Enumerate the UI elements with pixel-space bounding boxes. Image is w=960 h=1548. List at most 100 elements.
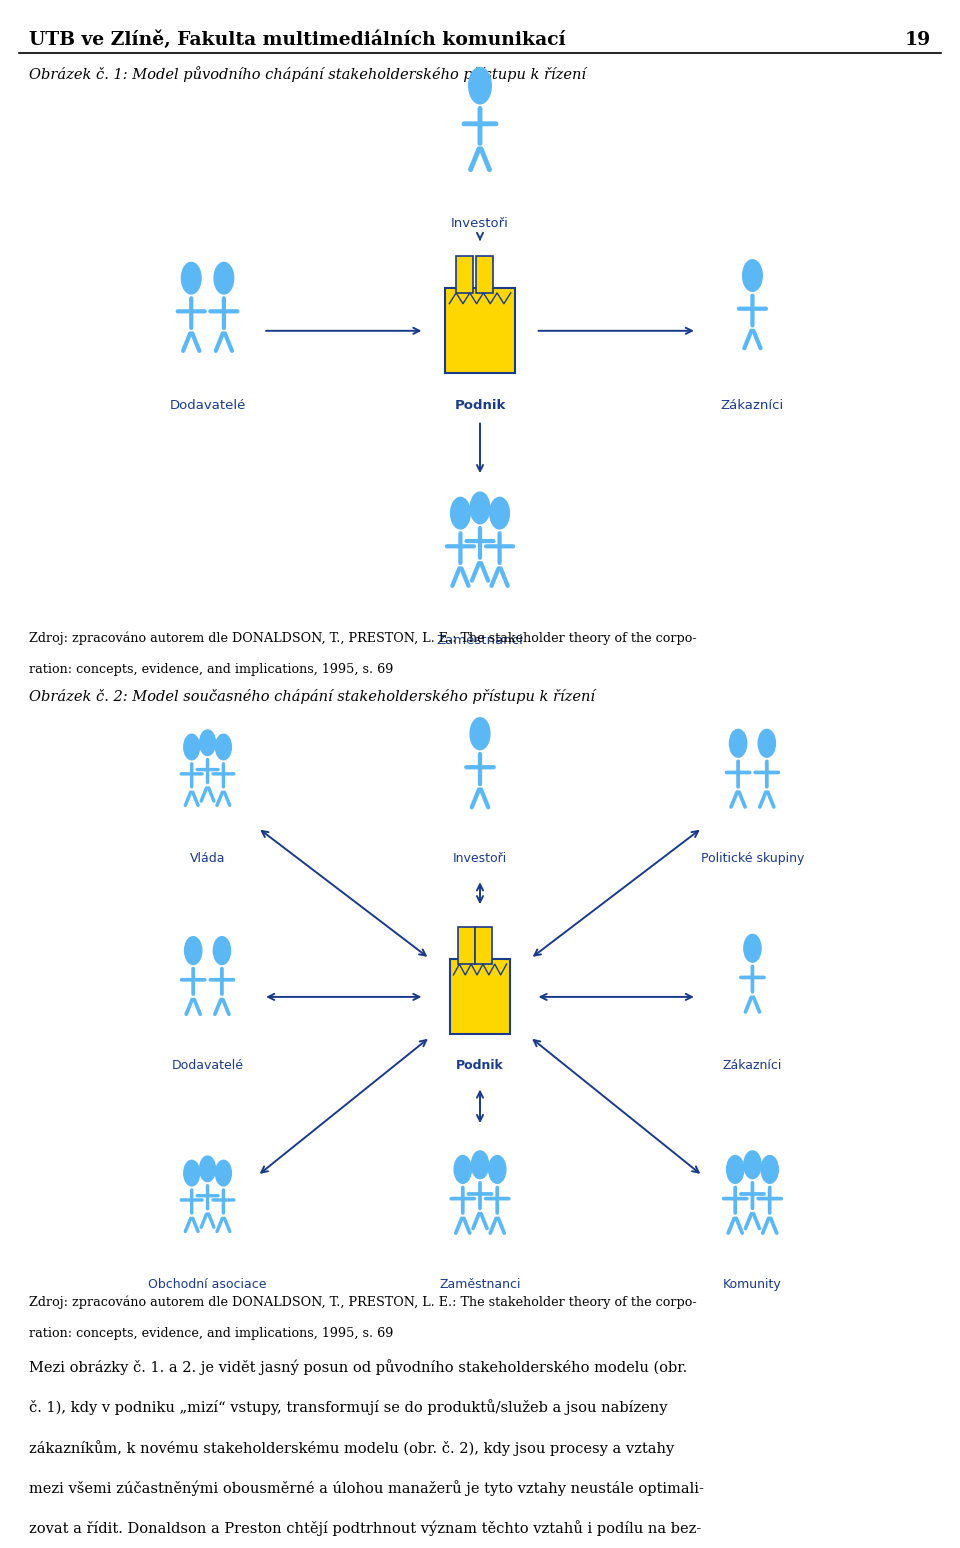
FancyArrowPatch shape bbox=[223, 1000, 228, 1014]
Text: Zákazníci: Zákazníci bbox=[721, 399, 784, 412]
FancyArrowPatch shape bbox=[746, 997, 752, 1012]
FancyArrowPatch shape bbox=[262, 831, 425, 955]
FancyBboxPatch shape bbox=[449, 960, 511, 1034]
FancyArrowPatch shape bbox=[462, 568, 468, 585]
FancyArrowPatch shape bbox=[498, 1218, 504, 1234]
Circle shape bbox=[730, 729, 747, 757]
FancyArrowPatch shape bbox=[744, 331, 752, 348]
FancyBboxPatch shape bbox=[458, 927, 475, 964]
Text: Podnik: Podnik bbox=[456, 1059, 504, 1071]
Circle shape bbox=[183, 734, 200, 760]
Circle shape bbox=[200, 1156, 215, 1181]
Text: Politické skupiny: Politické skupiny bbox=[701, 851, 804, 864]
Circle shape bbox=[181, 262, 201, 294]
Circle shape bbox=[471, 1150, 489, 1178]
FancyArrowPatch shape bbox=[477, 232, 483, 240]
FancyArrowPatch shape bbox=[464, 1218, 469, 1234]
Text: Podnik: Podnik bbox=[454, 399, 506, 412]
FancyArrowPatch shape bbox=[185, 1218, 191, 1232]
Text: Investoři: Investoři bbox=[451, 217, 509, 231]
FancyArrowPatch shape bbox=[746, 1214, 752, 1229]
FancyArrowPatch shape bbox=[225, 333, 232, 351]
Circle shape bbox=[450, 497, 470, 529]
FancyArrowPatch shape bbox=[194, 1000, 201, 1014]
Circle shape bbox=[215, 734, 231, 760]
Text: Vláda: Vláda bbox=[190, 851, 226, 864]
FancyArrowPatch shape bbox=[471, 789, 479, 807]
FancyArrowPatch shape bbox=[208, 788, 214, 802]
FancyArrowPatch shape bbox=[492, 568, 498, 585]
FancyArrowPatch shape bbox=[754, 331, 760, 348]
FancyArrowPatch shape bbox=[470, 149, 479, 170]
FancyArrowPatch shape bbox=[481, 563, 488, 580]
Text: Zdroj: zpracováno autorem dle DONALDSON, T., PRESTON, L. E.: The stakeholder the: Zdroj: zpracováno autorem dle DONALDSON,… bbox=[29, 632, 696, 646]
Text: Zaměstnanci: Zaměstnanci bbox=[440, 1277, 520, 1291]
FancyArrowPatch shape bbox=[217, 1218, 223, 1232]
Text: Zdroj: zpracováno autorem dle DONALDSON, T., PRESTON, L. E.: The stakeholder the: Zdroj: zpracováno autorem dle DONALDSON,… bbox=[29, 1296, 696, 1310]
FancyArrowPatch shape bbox=[477, 423, 483, 471]
FancyArrowPatch shape bbox=[185, 793, 191, 805]
Circle shape bbox=[489, 1155, 506, 1183]
FancyArrowPatch shape bbox=[477, 1091, 483, 1121]
Circle shape bbox=[761, 1155, 779, 1183]
FancyBboxPatch shape bbox=[475, 255, 492, 293]
Text: zovat a řídit. Donaldson a Preston chtějí podtrhnout význam těchto vztahů i podí: zovat a řídit. Donaldson a Preston chtěj… bbox=[29, 1520, 701, 1536]
Text: mezi všemi zúčastněnými obousměrné a úlohou manažerů je tyto vztahy neustále opt: mezi všemi zúčastněnými obousměrné a úlo… bbox=[29, 1480, 704, 1495]
FancyArrowPatch shape bbox=[481, 1214, 487, 1229]
FancyBboxPatch shape bbox=[445, 288, 515, 373]
FancyArrowPatch shape bbox=[539, 328, 692, 334]
Text: Zákazníci: Zákazníci bbox=[723, 1059, 782, 1071]
Circle shape bbox=[470, 718, 490, 749]
FancyArrowPatch shape bbox=[208, 1214, 214, 1228]
Circle shape bbox=[215, 1161, 231, 1186]
Text: ration: concepts, evidence, and implications, 1995, s. 69: ration: concepts, evidence, and implicat… bbox=[29, 663, 394, 675]
FancyArrowPatch shape bbox=[481, 149, 490, 170]
Text: 19: 19 bbox=[905, 31, 931, 50]
FancyBboxPatch shape bbox=[456, 255, 473, 293]
Text: ration: concepts, evidence, and implications, 1995, s. 69: ration: concepts, evidence, and implicat… bbox=[29, 1327, 394, 1339]
Text: Investoři: Investoři bbox=[453, 851, 507, 864]
FancyArrowPatch shape bbox=[268, 994, 420, 1000]
Text: Dodavatelé: Dodavatelé bbox=[169, 399, 246, 412]
Circle shape bbox=[490, 497, 510, 529]
Text: Dodavatelé: Dodavatelé bbox=[172, 1059, 244, 1071]
FancyArrowPatch shape bbox=[472, 563, 479, 580]
Text: č. 1), kdy v podniku „mizí“ vstupy, transformují se do produktů/služeb a jsou na: č. 1), kdy v podniku „mizí“ vstupy, tran… bbox=[29, 1399, 667, 1415]
Text: Obrázek č. 1: Model původního chápání stakeholderského přístupu k řízení: Obrázek č. 1: Model původního chápání st… bbox=[29, 67, 586, 82]
FancyArrowPatch shape bbox=[732, 793, 737, 807]
FancyArrowPatch shape bbox=[762, 1218, 769, 1234]
Circle shape bbox=[468, 68, 492, 104]
FancyArrowPatch shape bbox=[215, 1000, 221, 1014]
FancyArrowPatch shape bbox=[768, 793, 774, 807]
FancyArrowPatch shape bbox=[739, 793, 745, 807]
FancyArrowPatch shape bbox=[266, 328, 420, 334]
FancyArrowPatch shape bbox=[217, 793, 223, 805]
Text: Komunity: Komunity bbox=[723, 1277, 781, 1291]
Circle shape bbox=[727, 1155, 744, 1183]
Circle shape bbox=[200, 731, 215, 755]
FancyArrowPatch shape bbox=[754, 997, 759, 1012]
Circle shape bbox=[743, 260, 762, 291]
Circle shape bbox=[184, 937, 202, 964]
FancyArrowPatch shape bbox=[456, 1218, 462, 1234]
Circle shape bbox=[744, 935, 761, 963]
FancyArrowPatch shape bbox=[192, 333, 200, 351]
FancyArrowPatch shape bbox=[477, 884, 483, 902]
Circle shape bbox=[454, 1155, 471, 1183]
Text: Obrázek č. 2: Model současného chápání stakeholderského přístupu k řízení: Obrázek č. 2: Model současného chápání s… bbox=[29, 689, 595, 704]
FancyArrowPatch shape bbox=[186, 1000, 192, 1014]
FancyArrowPatch shape bbox=[452, 568, 460, 585]
Circle shape bbox=[758, 729, 776, 757]
FancyArrowPatch shape bbox=[540, 994, 692, 1000]
FancyArrowPatch shape bbox=[193, 793, 198, 805]
Text: UTB ve Zlíně, Fakulta multimediálních komunikací: UTB ve Zlíně, Fakulta multimediálních ko… bbox=[29, 31, 565, 50]
Circle shape bbox=[183, 1161, 200, 1186]
FancyArrowPatch shape bbox=[481, 789, 489, 807]
FancyArrowPatch shape bbox=[729, 1218, 734, 1234]
FancyArrowPatch shape bbox=[202, 788, 206, 802]
Circle shape bbox=[744, 1150, 761, 1178]
FancyBboxPatch shape bbox=[475, 927, 492, 964]
Circle shape bbox=[470, 492, 490, 523]
FancyArrowPatch shape bbox=[202, 1214, 206, 1228]
FancyArrowPatch shape bbox=[216, 333, 223, 351]
